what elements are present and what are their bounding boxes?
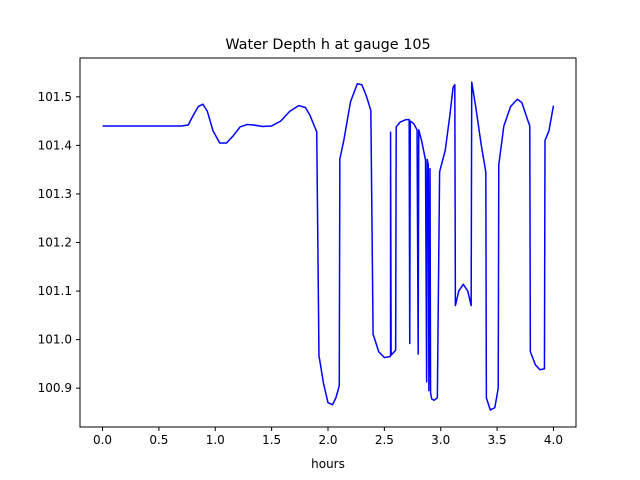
x-tick-label: 3.0 [431, 433, 450, 447]
x-tick-label: 4.0 [544, 433, 563, 447]
x-tick-label: 1.0 [206, 433, 225, 447]
y-tick-label: 101.2 [38, 236, 72, 250]
x-tick-label: 2.0 [318, 433, 337, 447]
x-axis: 0.0 0.5 1.0 1.5 2.0 2.5 3.0 3.5 4.0 [93, 427, 563, 447]
series-line-0 [102, 81, 555, 411]
chart-title: Water Depth h at gauge 105 [225, 37, 430, 53]
x-tick-label: 0.0 [93, 433, 112, 447]
y-tick-label: 101.1 [38, 284, 72, 298]
y-tick-label: 101.3 [38, 187, 72, 201]
y-tick-label: 101.0 [38, 333, 72, 347]
x-tick-label: 0.5 [149, 433, 168, 447]
y-tick-label: 101.5 [38, 90, 72, 104]
x-tick-label: 3.5 [488, 433, 507, 447]
x-tick-label: 2.5 [375, 433, 394, 447]
y-axis: 100.9 101.0 101.1 101.2 101.3 101.4 101.5 [38, 90, 80, 395]
y-tick-label: 101.4 [38, 138, 72, 152]
y-tick-label: 100.9 [38, 381, 72, 395]
x-axis-label: hours [311, 457, 345, 471]
x-tick-label: 1.5 [262, 433, 281, 447]
